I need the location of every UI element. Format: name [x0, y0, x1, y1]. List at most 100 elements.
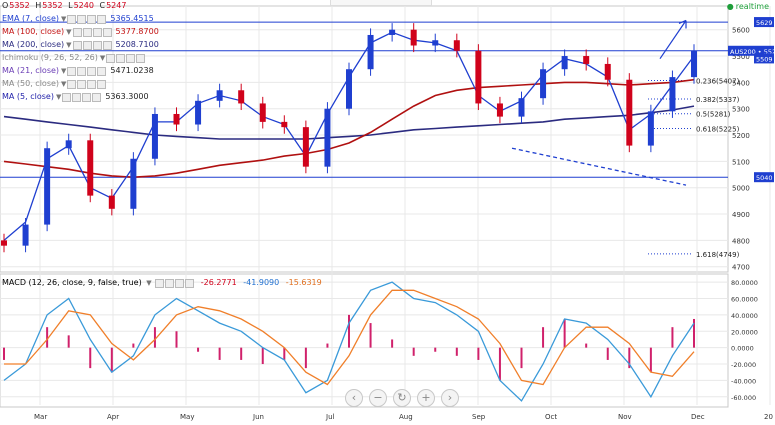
macd-legend-value-1: -26.2771 — [200, 278, 237, 287]
visibility-icon[interactable] — [82, 27, 92, 37]
macd-legend-value-2: -41.9090 — [243, 278, 280, 287]
zoom-in-button[interactable]: + — [417, 389, 435, 407]
settings-icon[interactable] — [106, 53, 116, 63]
indicator-legend-row[interactable]: MA (200, close) ▼ 5208.7100 — [2, 40, 159, 51]
add-icon[interactable] — [175, 278, 185, 288]
chevron-down-icon[interactable]: ▼ — [61, 80, 67, 88]
settings-icon[interactable] — [67, 14, 77, 24]
scroll-left-button[interactable]: ‹ — [345, 389, 363, 407]
candle-body — [604, 63, 611, 80]
visibility-icon[interactable] — [72, 92, 82, 102]
visibility-icon[interactable] — [77, 79, 87, 89]
candle-body — [22, 224, 29, 246]
indicator-legend-row[interactable]: MA (50, close) ▼ — [2, 79, 107, 90]
price-tick-label: 5500 — [732, 53, 750, 61]
indicator-value: 5471.0238 — [110, 66, 154, 75]
indicator-value: 5365.4515 — [110, 14, 154, 23]
realtime-indicator: realtime — [727, 2, 769, 11]
macd-legend[interactable]: MACD (12, 26, close, 9, false, true) ▼ -… — [2, 278, 322, 289]
add-icon[interactable] — [92, 40, 102, 50]
candle-body — [151, 113, 158, 159]
settings-icon[interactable] — [67, 79, 77, 89]
x-tick-label: 20 — [764, 413, 773, 421]
candle-body — [626, 79, 633, 146]
candle-body — [65, 140, 72, 149]
settings-icon[interactable] — [155, 278, 165, 288]
chevron-down-icon[interactable]: ▼ — [99, 54, 106, 62]
candle-body — [540, 69, 547, 99]
close-icon[interactable] — [97, 14, 107, 24]
macd-tick-label: 0.0000 — [731, 345, 754, 353]
candle-body — [130, 158, 137, 209]
price-tag — [754, 172, 774, 183]
settings-icon[interactable] — [72, 40, 82, 50]
macd-tick-label: -20.000 — [731, 361, 756, 369]
ohlc-close-value: 5247 — [106, 1, 127, 10]
add-icon[interactable] — [92, 27, 102, 37]
settings-icon[interactable] — [67, 66, 77, 76]
close-icon[interactable] — [97, 66, 107, 76]
price-tick-label: 5200 — [732, 132, 750, 140]
visibility-icon[interactable] — [77, 14, 87, 24]
indicator-legend-row[interactable]: Ichimoku (9, 26, 52, 26) ▼ — [2, 53, 146, 64]
candle-body — [44, 148, 51, 225]
candle-body — [87, 140, 94, 196]
close-icon[interactable] — [136, 53, 146, 63]
chevron-down-icon[interactable]: ▼ — [55, 93, 62, 101]
close-icon[interactable] — [102, 27, 112, 37]
candle-body — [259, 103, 266, 122]
visibility-icon[interactable] — [82, 40, 92, 50]
add-icon[interactable] — [82, 92, 92, 102]
close-icon[interactable] — [185, 278, 195, 288]
add-icon[interactable] — [87, 14, 97, 24]
candle-body — [432, 40, 439, 46]
indicator-legend-row[interactable]: MA (5, close) ▼ 5363.3000 — [2, 92, 149, 103]
ohlc-readout: O5352 H5352 L5240 C5247 — [2, 1, 129, 10]
candle-body — [518, 98, 525, 117]
ohlc-high-label: H — [35, 1, 42, 10]
settings-icon[interactable] — [72, 27, 82, 37]
ohlc-close-label: C — [99, 1, 106, 10]
visibility-icon[interactable] — [77, 66, 87, 76]
chevron-down-icon[interactable]: ▼ — [146, 279, 152, 287]
candle-body — [302, 127, 309, 167]
ohlc-high-value: 5352 — [42, 1, 63, 10]
price-tag-label: 5040 — [756, 174, 773, 182]
fibonacci-label: 0.618(5225) — [696, 125, 740, 133]
zoom-out-button[interactable]: − — [369, 389, 387, 407]
chevron-down-icon[interactable]: ▼ — [61, 15, 67, 23]
indicator-name: MA (21, close) — [2, 66, 60, 75]
x-tick-label: Sep — [472, 413, 486, 421]
macd-legend-value-3: -15.6319 — [285, 278, 322, 287]
candle-body — [216, 90, 223, 101]
close-icon[interactable] — [92, 92, 102, 102]
price-tick-label: 5400 — [732, 79, 750, 87]
visibility-icon[interactable] — [165, 278, 175, 288]
fibonacci-label: 0.382(5337) — [696, 96, 740, 104]
chevron-down-icon[interactable]: ▼ — [61, 67, 67, 75]
candle-body — [496, 103, 503, 117]
indicator-legend-row[interactable]: EMA (7, close) ▼ 5365.4515 — [2, 14, 154, 25]
indicator-legend-row[interactable]: MA (21, close) ▼ 5471.0238 — [2, 66, 154, 77]
add-icon[interactable] — [87, 66, 97, 76]
indicator-value: 5377.8700 — [115, 27, 159, 36]
price-tag-label: AUS200 • 5520 — [730, 48, 775, 56]
add-icon[interactable] — [87, 79, 97, 89]
price-tag — [754, 53, 774, 64]
indicator-legend-row[interactable]: MA (100, close) ▼ 5377.8700 — [2, 27, 159, 38]
close-icon[interactable] — [97, 79, 107, 89]
close-icon[interactable] — [102, 40, 112, 50]
chevron-down-icon[interactable]: ▼ — [66, 28, 72, 36]
add-icon[interactable] — [126, 53, 136, 63]
chevron-down-icon[interactable]: ▼ — [66, 41, 72, 49]
visibility-icon[interactable] — [116, 53, 126, 63]
candle-body — [1, 240, 7, 246]
reset-button[interactable]: ↻ — [393, 389, 411, 407]
candle-body — [108, 195, 115, 209]
settings-icon[interactable] — [62, 92, 72, 102]
ohlc-low-label: L — [68, 1, 73, 10]
candle-body — [561, 56, 568, 70]
scroll-right-button[interactable]: › — [441, 389, 459, 407]
macd-tick-label: -60.000 — [731, 394, 756, 402]
